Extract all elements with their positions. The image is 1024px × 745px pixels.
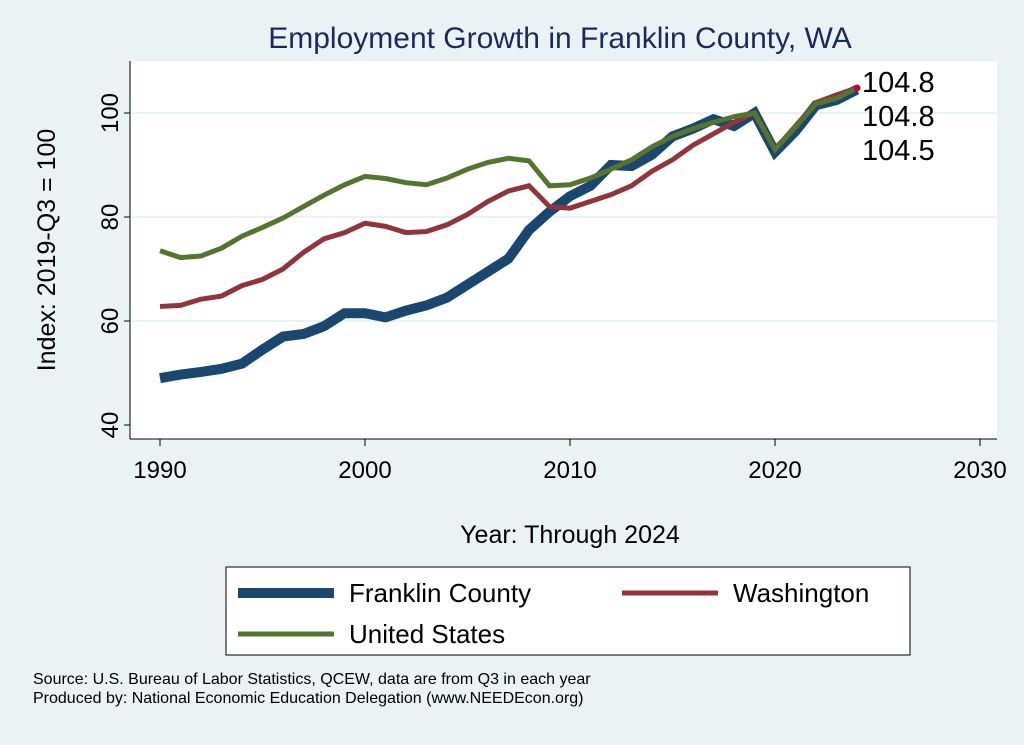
x-tick-label: 2010	[543, 457, 596, 484]
chart-title: Employment Growth in Franklin County, WA	[268, 22, 852, 55]
plot-area	[130, 61, 997, 439]
series-line-1	[159, 85, 858, 309]
y-tick-label: 100	[97, 93, 124, 133]
end-label: 104.5	[862, 135, 935, 167]
x-tick-label: 2020	[748, 457, 801, 484]
source-note: Source: U.S. Bureau of Labor Statistics,…	[33, 671, 591, 688]
end-label: 104.8	[862, 67, 935, 99]
end-label: 104.8	[862, 101, 935, 133]
legend-label: Franklin County	[349, 578, 531, 608]
legend-label: United States	[349, 619, 505, 649]
x-tick-label: 2030	[953, 457, 1006, 484]
end-marker	[853, 84, 861, 92]
y-tick-label: 40	[97, 412, 124, 439]
x-tick-label: 1990	[133, 457, 186, 484]
y-axis-label: Index: 2019-Q3 = 100	[33, 129, 61, 372]
legend	[225, 566, 911, 656]
series-line-2	[159, 85, 859, 261]
x-tick-label: 2000	[338, 457, 391, 484]
x-axis-label: Year: Through 2024	[460, 521, 680, 549]
produced-note: Produced by: National Economic Education…	[33, 690, 584, 707]
legend-label: Washington	[733, 578, 869, 608]
y-tick-label: 60	[97, 308, 124, 335]
y-tick-label: 80	[97, 204, 124, 231]
